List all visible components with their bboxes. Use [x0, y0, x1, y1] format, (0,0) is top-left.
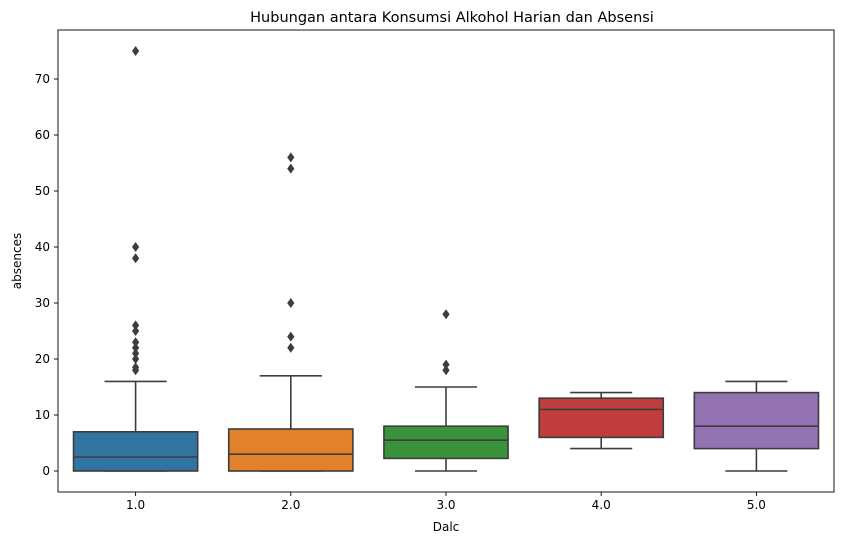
box-group-2.0 [227, 152, 354, 472]
outlier-point [132, 326, 140, 336]
x-tick-label: 3.0 [436, 498, 455, 512]
y-axis: 0 10 20 30 40 50 60 70 [35, 72, 58, 478]
outlier-point [442, 309, 450, 320]
box-group-3.0 [383, 309, 509, 472]
x-tick-label: 5.0 [747, 498, 766, 512]
outlier-point [132, 362, 140, 373]
outlier-point [132, 342, 140, 353]
y-axis-label: absences [10, 233, 24, 289]
outlier-point [132, 337, 140, 348]
y-tick-label: 70 [35, 72, 50, 86]
x-axis-label: Dalc [433, 520, 460, 534]
outlier-point [132, 46, 140, 56]
outlier-point [442, 365, 450, 376]
y-tick-label: 0 [42, 464, 50, 478]
outlier-point [287, 331, 295, 342]
outlier-point [287, 342, 295, 353]
outlier-point [132, 320, 140, 331]
outlier-point [287, 152, 295, 163]
outlier-point [132, 348, 140, 359]
y-tick-label: 60 [35, 128, 50, 142]
x-tick-label: 4.0 [592, 498, 611, 512]
y-tick-label: 10 [35, 408, 50, 422]
chart-title: Hubungan antara Konsumsi Alkohol Harian … [250, 10, 654, 26]
box-group-1.0 [72, 46, 199, 472]
y-tick-label: 50 [35, 184, 50, 198]
outlier-point [442, 359, 450, 370]
outlier-point [132, 242, 140, 252]
iqr-box [72, 430, 199, 472]
plot-area [72, 46, 820, 472]
iqr-box [538, 397, 665, 439]
y-tick-label: 20 [35, 352, 50, 366]
box-group-5.0 [693, 380, 820, 472]
x-tick-label: 2.0 [281, 498, 300, 512]
outlier-point [287, 163, 295, 174]
outlier-point [132, 354, 140, 364]
y-tick-label: 30 [35, 296, 50, 310]
outlier-point [287, 298, 295, 308]
x-tick-label: 1.0 [126, 498, 145, 512]
box-group-4.0 [538, 391, 665, 450]
iqr-box [693, 391, 820, 450]
y-tick-label: 40 [35, 240, 50, 254]
iqr-box [383, 425, 509, 460]
outlier-point [132, 253, 140, 264]
iqr-box [227, 428, 354, 472]
x-axis: 1.0 2.0 3.0 4.0 5.0 [126, 492, 766, 512]
